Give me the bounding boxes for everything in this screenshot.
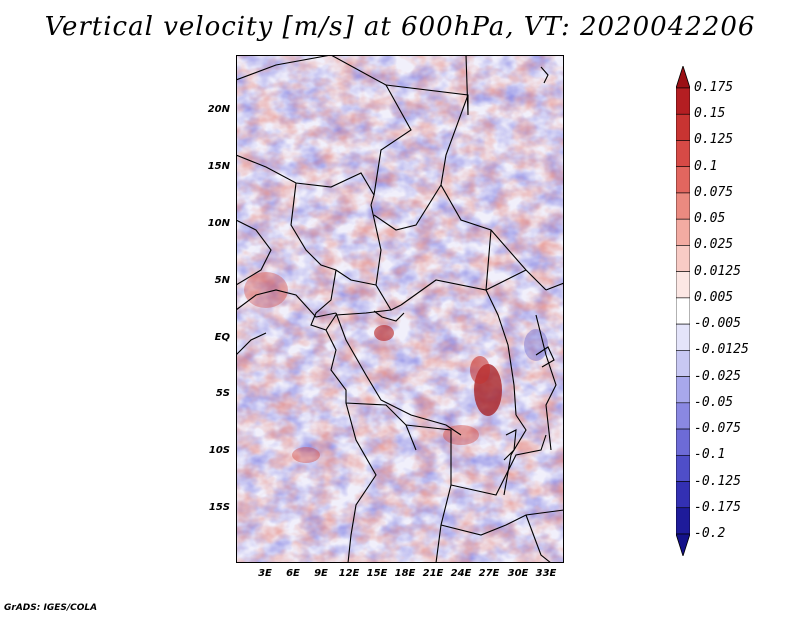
colorbar-swatch [676, 218, 690, 246]
lon-label: 3E [258, 568, 272, 579]
lon-label: 9E [314, 568, 328, 579]
colorbar-tick-label: -0.175 [694, 499, 741, 515]
chart-title: Vertical velocity [m/s] at 600hPa, VT: 2… [44, 12, 756, 42]
colorbar-top-arrow [676, 66, 690, 89]
colorbar-swatch [676, 140, 690, 168]
colorbar-tick-label: -0.1 [694, 447, 726, 463]
colorbar-swatch [676, 507, 690, 535]
colorbar [676, 66, 690, 556]
colorbar-tick-label: -0.075 [694, 421, 741, 437]
lat-label: 5S [215, 388, 230, 399]
lat-label: EQ [214, 332, 230, 343]
colorbar-tick-label: 0.1 [694, 158, 718, 174]
colorbar-swatch [676, 428, 690, 456]
colorbar-tick-label: 0.175 [694, 80, 734, 95]
colorbar-swatch [676, 350, 690, 377]
colorbar-swatch [676, 271, 690, 299]
colorbar-bottom-arrow [676, 533, 690, 556]
colorbar-swatch [676, 192, 690, 220]
colorbar-tick-label: -0.0125 [694, 342, 749, 358]
colorbar-tick-label: 0.125 [694, 132, 734, 148]
lon-label: 21E [422, 568, 444, 579]
colorbar-swatch [676, 376, 690, 404]
lat-label: 10S [208, 445, 230, 456]
colorbar-tick-label: 0.005 [694, 289, 734, 305]
grads-credit: GrADS: IGES/COLA [4, 603, 98, 613]
lon-label: 24E [450, 568, 472, 579]
colorbar-swatch [676, 245, 690, 272]
colorbar-tick-label: 0.0125 [694, 263, 741, 279]
vertical-velocity-field [236, 55, 564, 563]
map-panel [236, 55, 564, 563]
colorbar-tick-label: -0.025 [694, 368, 741, 384]
colorbar-tick-label: 0.075 [694, 184, 734, 200]
colorbar-tick-label: -0.005 [694, 316, 741, 332]
lon-label: 30E [507, 568, 529, 579]
colorbar-swatch [676, 323, 690, 351]
lon-label: 33E [535, 568, 557, 579]
lon-label: 15E [366, 568, 388, 579]
colorbar-swatch [676, 481, 690, 509]
colorbar-tick-label: -0.125 [694, 473, 741, 489]
lat-label: 20N [207, 104, 230, 115]
lat-label: 15S [208, 502, 230, 513]
colorbar-swatch [676, 454, 690, 482]
colorbar-swatch [676, 87, 690, 115]
lat-label: 15N [207, 161, 230, 172]
colorbar-swatch [676, 297, 690, 325]
colorbar-tick-label: -0.05 [694, 394, 734, 410]
colorbar-swatch [676, 402, 690, 430]
colorbar-tick-label: 0.025 [694, 237, 734, 253]
lon-label: 6E [286, 568, 300, 579]
colorbar-tick-label: -0.2 [694, 526, 726, 541]
colorbar-swatch [676, 166, 690, 194]
colorbar-tick-label: 0.15 [694, 106, 726, 122]
lon-label: 18E [394, 568, 416, 579]
lat-label: 10N [207, 218, 230, 229]
lat-label: 5N [214, 275, 230, 286]
colorbar-tick-label: 0.05 [694, 211, 726, 227]
lon-label: 12E [338, 568, 360, 579]
colorbar-swatch [676, 113, 690, 141]
lon-label: 27E [478, 568, 500, 579]
